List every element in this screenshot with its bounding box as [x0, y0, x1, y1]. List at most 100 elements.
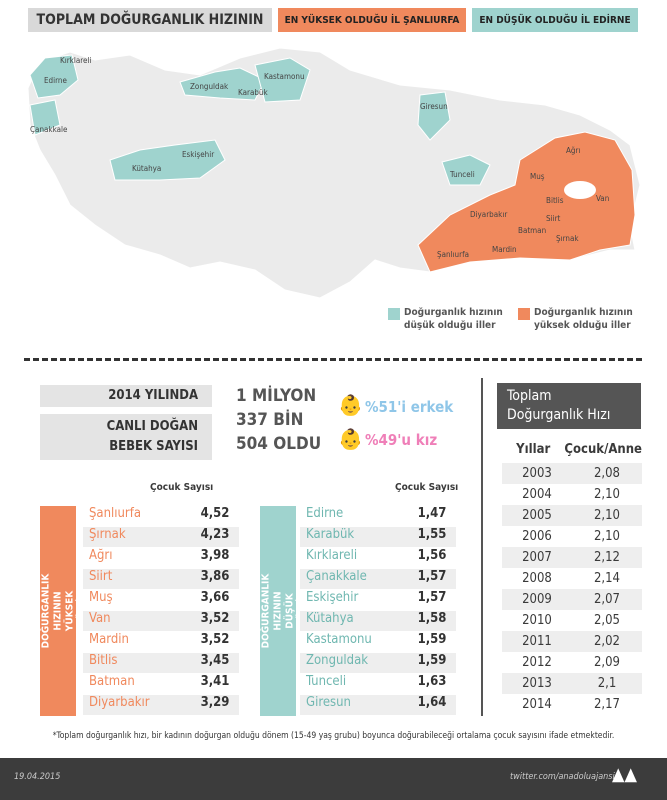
province-name: Kütahya	[306, 611, 354, 626]
high-list-title-text: TOPLAM DOĞURGANLIK HIZININ YÜKSEK OLDUĞU…	[28, 573, 88, 649]
num-1: 1 MİLYON	[236, 386, 317, 406]
province-value: 1,63	[417, 674, 447, 689]
map-label: Batman	[518, 226, 547, 235]
table-row: Kırklareli 1,56	[300, 548, 456, 568]
rate-row: 2004 2,10	[502, 484, 642, 505]
province-name: Şanlıurfa	[89, 506, 142, 521]
rate-row: 2008 2,14	[502, 568, 642, 589]
rate-row: 2007 2,12	[502, 547, 642, 568]
rate: 2,09	[593, 655, 621, 670]
rate: 2,08	[593, 466, 621, 481]
map-region-tunceli	[441, 154, 491, 186]
rate: 2,14	[593, 571, 621, 586]
province-value: 1,47	[417, 506, 447, 521]
table-row: Van 3,52	[83, 611, 239, 631]
table-row: Mardin 3,52	[83, 632, 239, 652]
province-value: 3,29	[200, 695, 230, 710]
map-label: Mardin	[492, 245, 517, 254]
year: 2006	[522, 529, 552, 544]
low-col-header: Çocuk Sayısı	[395, 482, 459, 493]
province-name: Giresun	[306, 695, 351, 710]
province-name: Ağrı	[89, 548, 113, 563]
map-region-canakkale	[29, 99, 61, 136]
map-label: Muş	[530, 172, 545, 181]
legend-low: Doğurganlık hızının düşük olduğu iller	[404, 307, 503, 331]
map-label: Kütahya	[132, 164, 162, 173]
low-list-title-text: TOPLAM DOĞURGANLIK HIZININ DÜŞÜK OLDUĞU …	[248, 573, 307, 649]
col-rate: Çocuk/Anne	[564, 442, 642, 457]
table-row: Zonguldak 1,59	[300, 653, 456, 673]
province-name: Edirne	[306, 506, 344, 521]
province-name: Kastamonu	[306, 632, 372, 647]
province-name: Çanakkale	[306, 569, 367, 584]
births-label: CANLI DOĞAN BEBEK SAYISI	[40, 414, 212, 460]
divider	[24, 358, 642, 361]
year: 2011	[522, 634, 552, 649]
rate-title-1: Toplam	[507, 388, 552, 404]
map-label: Diyarbakır	[470, 210, 508, 219]
map-label: Siirt	[546, 214, 561, 223]
legend-high: Doğurganlık hızının yüksek olduğu iller	[534, 307, 633, 331]
year: 2005	[522, 508, 552, 523]
province-value: 3,66	[200, 590, 230, 605]
map-label: Van	[596, 194, 610, 203]
province-name: Bitlis	[89, 653, 118, 668]
legend-low-swatch	[388, 308, 400, 320]
map-label: Edirne	[44, 76, 67, 85]
baby-boy-icon: 👶	[338, 393, 363, 417]
map-label: Kırklareli	[60, 56, 92, 65]
year-label: 2014 YILINDA	[40, 385, 212, 407]
table-row: Bitlis 3,45	[83, 653, 239, 673]
map-label: Şanlıurfa	[437, 250, 470, 259]
baby-girl-icon: 👶	[338, 427, 363, 451]
rate: 2,1	[597, 676, 617, 691]
table-row: Batman 3,41	[83, 674, 239, 694]
turkey-map	[27, 47, 641, 299]
map-label: Ağrı	[566, 146, 581, 155]
province-value: 1,64	[417, 695, 447, 710]
table-row: Karabük 1,55	[300, 527, 456, 547]
map-region-southeast	[417, 131, 636, 273]
province-value: 3,45	[200, 653, 230, 668]
table-row: Şanlıurfa 4,52	[83, 506, 239, 526]
province-value: 3,52	[200, 632, 230, 647]
header-highest: EN YÜKSEK OLDUĞU İL ŞANLIURFA	[278, 8, 466, 32]
province-name: Siirt	[89, 569, 113, 584]
province-value: 4,52	[200, 506, 230, 521]
rate: 2,05	[593, 613, 621, 628]
province-value: 1,57	[417, 590, 447, 605]
rate-row: 2003 2,08	[502, 463, 642, 484]
rate-row: 2005 2,10	[502, 505, 642, 526]
legend-high-swatch	[518, 308, 530, 320]
year: 2003	[522, 466, 552, 481]
map-label: Zonguldak	[190, 82, 229, 91]
map-region-edirne-kirklareli	[29, 54, 79, 99]
high-list-title: TOPLAM DOĞURGANLIK HIZININ YÜKSEK OLDUĞU…	[28, 506, 87, 716]
table-row: Kastamonu 1,59	[300, 632, 456, 652]
province-name: Karabük	[306, 527, 355, 542]
col-year: Yıllar	[516, 442, 551, 457]
births-label-1: CANLI DOĞAN	[106, 419, 198, 434]
province-name: Eskişehir	[306, 590, 359, 605]
province-name: Batman	[89, 674, 135, 689]
table-row: Edirne 1,47	[300, 506, 456, 526]
rate: 2,10	[593, 529, 621, 544]
map-region-kastamonu	[254, 57, 311, 103]
province-value: 3,86	[200, 569, 230, 584]
num-2: 337 BİN	[236, 410, 304, 430]
province-name: Van	[89, 611, 111, 626]
rate-row: 2006 2,10	[502, 526, 642, 547]
province-value: 1,59	[417, 632, 447, 647]
year: 2013	[522, 676, 552, 691]
table-row: Şırnak 4,23	[83, 527, 239, 547]
twitter-link[interactable]: twitter.com/anadoluajansi	[510, 772, 615, 782]
rate-table-header: Yıllar Çocuk/Anne	[502, 439, 642, 460]
map-label: Eskişehir	[182, 150, 215, 159]
map-label: Bitlis	[546, 196, 564, 205]
births-number: 1 MİLYON 337 BİN 504 OLDU	[236, 384, 321, 456]
footer-date: 19.04.2015	[14, 772, 61, 782]
high-col-header: Çocuk Sayısı	[150, 482, 214, 493]
map-label: Şırnak	[556, 234, 579, 243]
table-row: Siirt 3,86	[83, 569, 239, 589]
rate-table-title: Toplam Doğurganlık Hızı	[497, 383, 641, 429]
